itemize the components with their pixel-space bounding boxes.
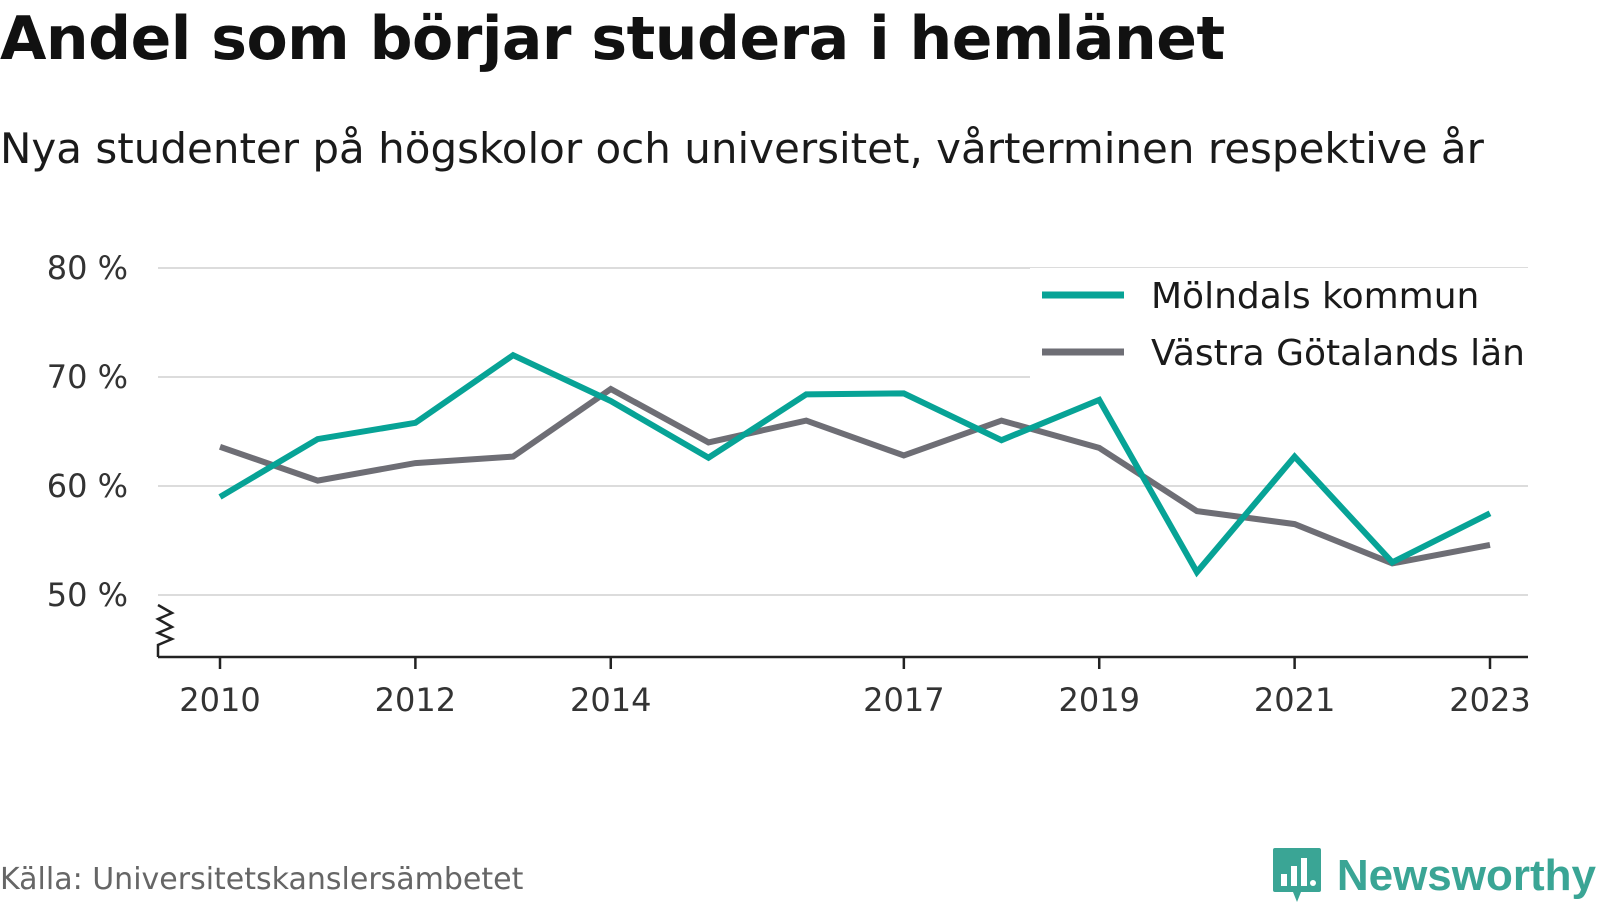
x-tick-label: 2014: [570, 681, 651, 719]
x-tick-label: 2023: [1449, 681, 1530, 719]
brand-logo: Newsworthy: [1271, 846, 1596, 906]
x-tick-label: 2017: [863, 681, 944, 719]
legend-label: Västra Götalands län: [1151, 333, 1525, 374]
series-line-mölndals-kommun: [218, 351, 1492, 578]
chart-title: Andel som börjar studera i hemlänet: [0, 4, 1225, 74]
y-tick-label: 50 %: [47, 576, 128, 614]
x-tick-label: 2019: [1059, 681, 1140, 719]
legend-label: Mölndals kommun: [1151, 276, 1479, 317]
source-note: Källa: Universitetskanslersämbetet: [0, 862, 524, 897]
series-lines: [218, 351, 1492, 578]
x-axis-tick-labels: 2010 2012 2014 2017 2019 2021 2023: [179, 681, 1530, 719]
bar-chart-speech-bubble-icon: [1272, 848, 1321, 902]
x-tick-label: 2010: [179, 681, 260, 719]
y-axis-tick-labels: 50 % 60 % 70 % 80 %: [47, 249, 128, 614]
y-tick-label: 60 %: [47, 467, 128, 505]
x-tick-label: 2021: [1254, 681, 1335, 719]
y-tick-label: 80 %: [47, 249, 128, 287]
legend-background: [1030, 268, 1530, 382]
y-tick-label: 70 %: [47, 358, 128, 396]
x-axis: [154, 603, 1528, 669]
y-axis-break: [154, 603, 176, 657]
series-line-västra-götalands-län: [219, 385, 1491, 567]
brand-name: Newsworthy: [1336, 851, 1596, 900]
chart-subtitle: Nya studenter på högskolor och universit…: [0, 124, 1484, 173]
x-tick-label: 2012: [375, 681, 456, 719]
legend: Mölndals kommun Västra Götalands län: [1030, 268, 1530, 382]
